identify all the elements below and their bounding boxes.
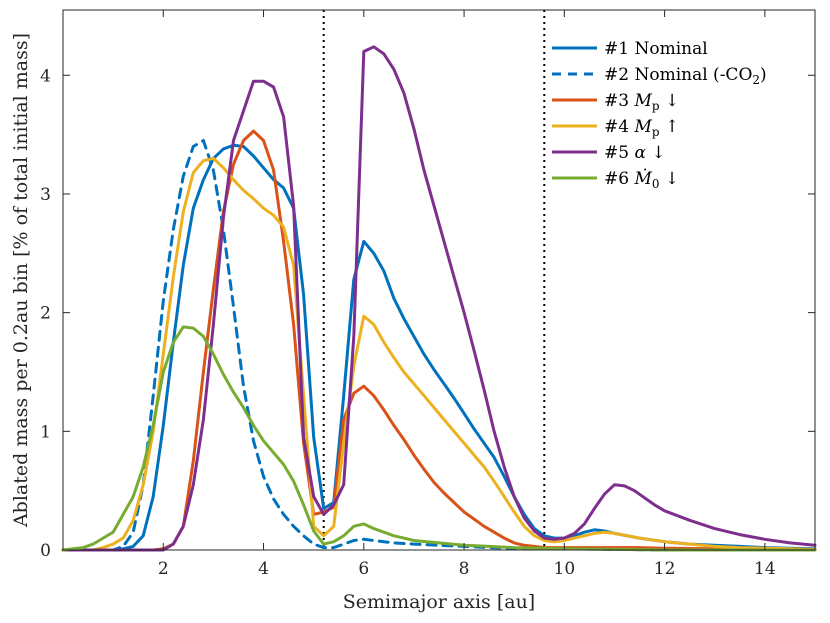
reference-lines (322, 10, 546, 550)
legend-label-6: #6 Ṁ0 ↓ (604, 168, 679, 191)
legend-suffix-6: ↓ (660, 169, 680, 189)
plot-frame (62, 9, 816, 551)
legend-sub-3: p (652, 99, 660, 113)
x-tick-label: 12 (654, 559, 676, 579)
legend: #1 Nominal#2 Nominal (-CO2)#3 Mp ↓#4 Mp … (552, 39, 767, 191)
legend-italic-3: M (633, 91, 652, 111)
legend-sub-4: p (652, 125, 660, 139)
legend-label-3: #3 Mp ↓ (604, 91, 679, 113)
x-tick-label: 8 (459, 559, 470, 579)
legend-suffix-2: ) (760, 65, 767, 85)
x-tick-label: 6 (358, 559, 369, 579)
legend-suffix-3: ↓ (660, 91, 680, 111)
y-axis-label: Ablated mass per 0.2au bin [% of total i… (10, 33, 32, 528)
legend-italic-6: Ṁ (633, 168, 652, 189)
y-tick-label: 1 (40, 422, 51, 442)
x-axis: 2 4 6 8 10 12 14 (158, 10, 776, 579)
series-line-2 (61, 139, 817, 552)
y-tick-label: 2 (40, 304, 51, 324)
y-tick-label: 0 (40, 541, 51, 561)
series-group (61, 45, 817, 552)
legend-prefix-5: #5 (604, 143, 634, 163)
legend-label-1: #1 Nominal (604, 39, 708, 59)
y-tick-label: 4 (40, 66, 51, 86)
series-line-5 (61, 45, 817, 552)
legend-prefix-2: #2 (604, 65, 634, 85)
legend-suffix-5: ↓ (646, 143, 666, 163)
y-axis: 0 1 2 3 4 (40, 66, 815, 561)
legend-label-2: #2 Nominal (-CO2) (604, 65, 767, 87)
y-tick-label: 3 (40, 185, 51, 205)
legend-italic-5: α (634, 143, 646, 163)
x-tick-label: 4 (258, 559, 269, 579)
legend-prefix-4: #4 (604, 117, 634, 137)
legend-prefix-6: #6 (604, 169, 634, 189)
x-tick-label: 10 (554, 559, 576, 579)
legend-text-1: Nominal (634, 39, 707, 59)
plot-background (63, 10, 815, 550)
legend-prefix-3: #3 (604, 91, 634, 111)
x-tick-label: 14 (754, 559, 776, 579)
series-line-6 (61, 325, 817, 552)
series-line-1 (61, 143, 817, 552)
series-line-4 (61, 156, 817, 552)
legend-suffix-4: ↑ (660, 117, 680, 137)
legend-italic-4: M (633, 117, 652, 137)
legend-label-5: #5 α ↓ (604, 143, 666, 163)
legend-sub-2: 2 (752, 73, 760, 87)
legend-prefix-1: #1 (604, 39, 634, 59)
x-axis-label: Semimajor axis [au] (343, 591, 535, 613)
legend-text-2: Nominal (-CO (634, 65, 752, 85)
legend-sub-6: 0 (652, 177, 660, 191)
x-tick-label: 2 (158, 559, 169, 579)
legend-label-4: #4 Mp ↑ (604, 117, 679, 139)
